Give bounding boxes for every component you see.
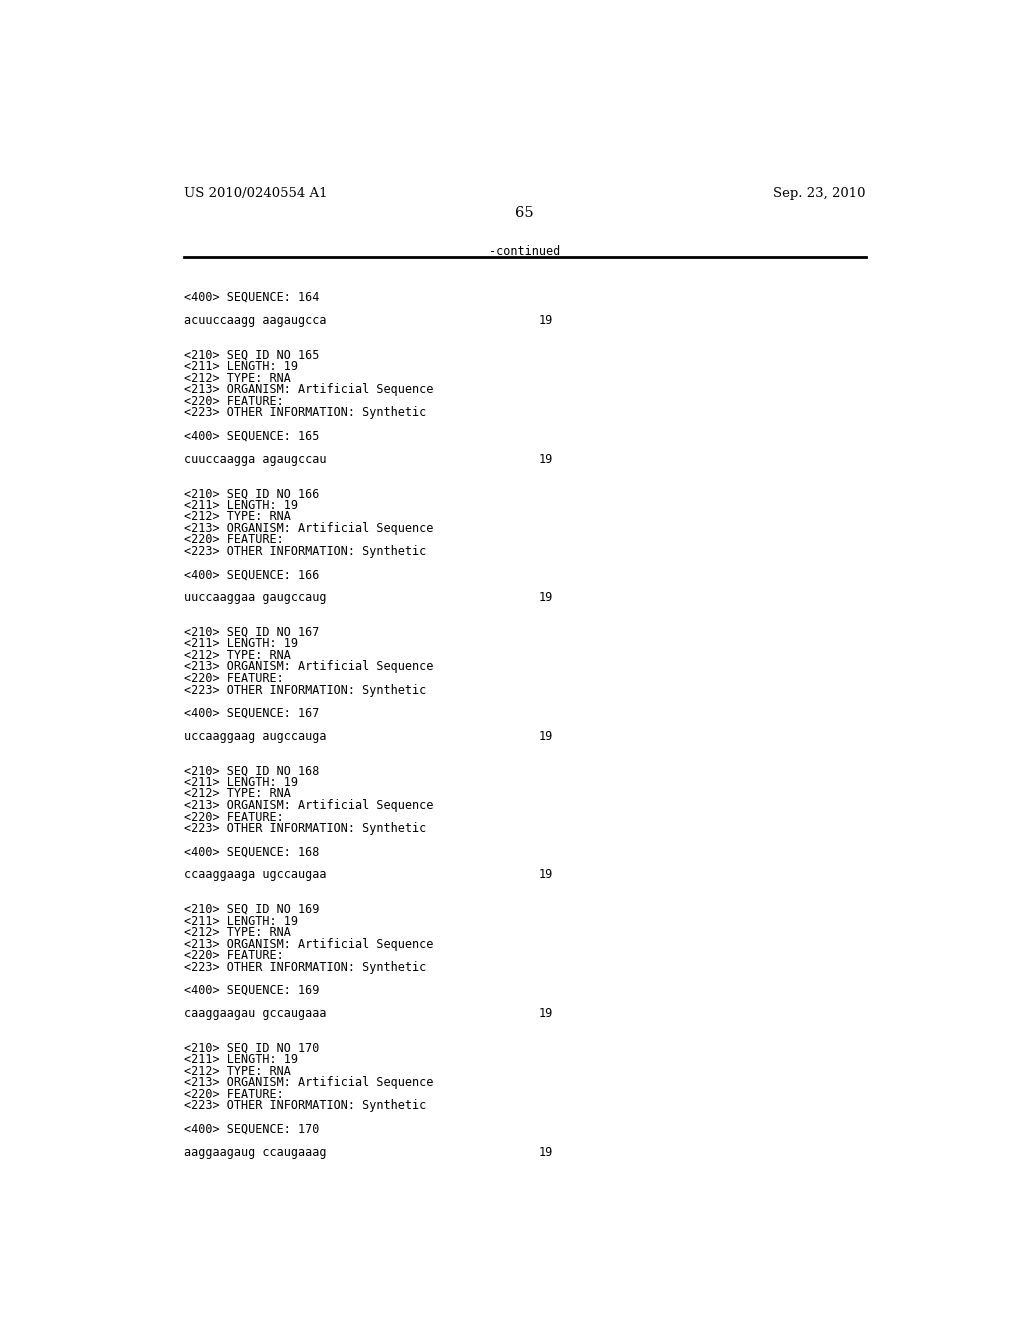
Text: <400> SEQUENCE: 167: <400> SEQUENCE: 167 [183,706,319,719]
Text: <220> FEATURE:: <220> FEATURE: [183,672,284,685]
Text: <400> SEQUENCE: 166: <400> SEQUENCE: 166 [183,568,319,581]
Text: <210> SEQ ID NO 169: <210> SEQ ID NO 169 [183,903,319,916]
Text: <211> LENGTH: 19: <211> LENGTH: 19 [183,776,298,789]
Text: uccaaggaag augccauga: uccaaggaag augccauga [183,730,327,743]
Text: <212> TYPE: RNA: <212> TYPE: RNA [183,511,291,523]
Text: <400> SEQUENCE: 170: <400> SEQUENCE: 170 [183,1122,319,1135]
Text: 19: 19 [539,1007,553,1020]
Text: <210> SEQ ID NO 170: <210> SEQ ID NO 170 [183,1041,319,1055]
Text: <223> OTHER INFORMATION: Synthetic: <223> OTHER INFORMATION: Synthetic [183,1100,426,1113]
Text: <210> SEQ ID NO 168: <210> SEQ ID NO 168 [183,764,319,777]
Text: <220> FEATURE:: <220> FEATURE: [183,949,284,962]
Text: 65: 65 [515,206,535,220]
Text: <400> SEQUENCE: 169: <400> SEQUENCE: 169 [183,983,319,997]
Text: <212> TYPE: RNA: <212> TYPE: RNA [183,927,291,939]
Text: 19: 19 [539,1146,553,1159]
Text: <213> ORGANISM: Artificial Sequence: <213> ORGANISM: Artificial Sequence [183,383,433,396]
Text: <223> OTHER INFORMATION: Synthetic: <223> OTHER INFORMATION: Synthetic [183,822,426,836]
Text: <400> SEQUENCE: 165: <400> SEQUENCE: 165 [183,429,319,442]
Text: <400> SEQUENCE: 168: <400> SEQUENCE: 168 [183,845,319,858]
Text: <213> ORGANISM: Artificial Sequence: <213> ORGANISM: Artificial Sequence [183,660,433,673]
Text: <211> LENGTH: 19: <211> LENGTH: 19 [183,915,298,928]
Text: <211> LENGTH: 19: <211> LENGTH: 19 [183,638,298,651]
Text: 19: 19 [539,453,553,466]
Text: <223> OTHER INFORMATION: Synthetic: <223> OTHER INFORMATION: Synthetic [183,961,426,974]
Text: Sep. 23, 2010: Sep. 23, 2010 [773,187,866,199]
Text: <220> FEATURE:: <220> FEATURE: [183,810,284,824]
Text: US 2010/0240554 A1: US 2010/0240554 A1 [183,187,328,199]
Text: <220> FEATURE:: <220> FEATURE: [183,533,284,546]
Text: caaggaagau gccaugaaa: caaggaagau gccaugaaa [183,1007,327,1020]
Text: <213> ORGANISM: Artificial Sequence: <213> ORGANISM: Artificial Sequence [183,799,433,812]
Text: <210> SEQ ID NO 165: <210> SEQ ID NO 165 [183,348,319,362]
Text: <220> FEATURE:: <220> FEATURE: [183,395,284,408]
Text: 19: 19 [539,591,553,605]
Text: aaggaagaug ccaugaaag: aaggaagaug ccaugaaag [183,1146,327,1159]
Text: 19: 19 [539,314,553,327]
Text: -continued: -continued [489,244,560,257]
Text: <400> SEQUENCE: 164: <400> SEQUENCE: 164 [183,290,319,304]
Text: <212> TYPE: RNA: <212> TYPE: RNA [183,649,291,661]
Text: <211> LENGTH: 19: <211> LENGTH: 19 [183,499,298,512]
Text: <220> FEATURE:: <220> FEATURE: [183,1088,284,1101]
Text: <211> LENGTH: 19: <211> LENGTH: 19 [183,1053,298,1067]
Text: acuuccaagg aagaugcca: acuuccaagg aagaugcca [183,314,327,327]
Text: ccaaggaaga ugccaugaa: ccaaggaaga ugccaugaa [183,869,327,882]
Text: <212> TYPE: RNA: <212> TYPE: RNA [183,788,291,800]
Text: <223> OTHER INFORMATION: Synthetic: <223> OTHER INFORMATION: Synthetic [183,545,426,558]
Text: <213> ORGANISM: Artificial Sequence: <213> ORGANISM: Artificial Sequence [183,1076,433,1089]
Text: <212> TYPE: RNA: <212> TYPE: RNA [183,1065,291,1077]
Text: <223> OTHER INFORMATION: Synthetic: <223> OTHER INFORMATION: Synthetic [183,407,426,420]
Text: <211> LENGTH: 19: <211> LENGTH: 19 [183,360,298,374]
Text: <212> TYPE: RNA: <212> TYPE: RNA [183,372,291,384]
Text: 19: 19 [539,869,553,882]
Text: <213> ORGANISM: Artificial Sequence: <213> ORGANISM: Artificial Sequence [183,521,433,535]
Text: <210> SEQ ID NO 167: <210> SEQ ID NO 167 [183,626,319,639]
Text: 19: 19 [539,730,553,743]
Text: <213> ORGANISM: Artificial Sequence: <213> ORGANISM: Artificial Sequence [183,937,433,950]
Text: <223> OTHER INFORMATION: Synthetic: <223> OTHER INFORMATION: Synthetic [183,684,426,697]
Text: cuuccaagga agaugccau: cuuccaagga agaugccau [183,453,327,466]
Text: <210> SEQ ID NO 166: <210> SEQ ID NO 166 [183,487,319,500]
Text: uuccaaggaa gaugccaug: uuccaaggaa gaugccaug [183,591,327,605]
